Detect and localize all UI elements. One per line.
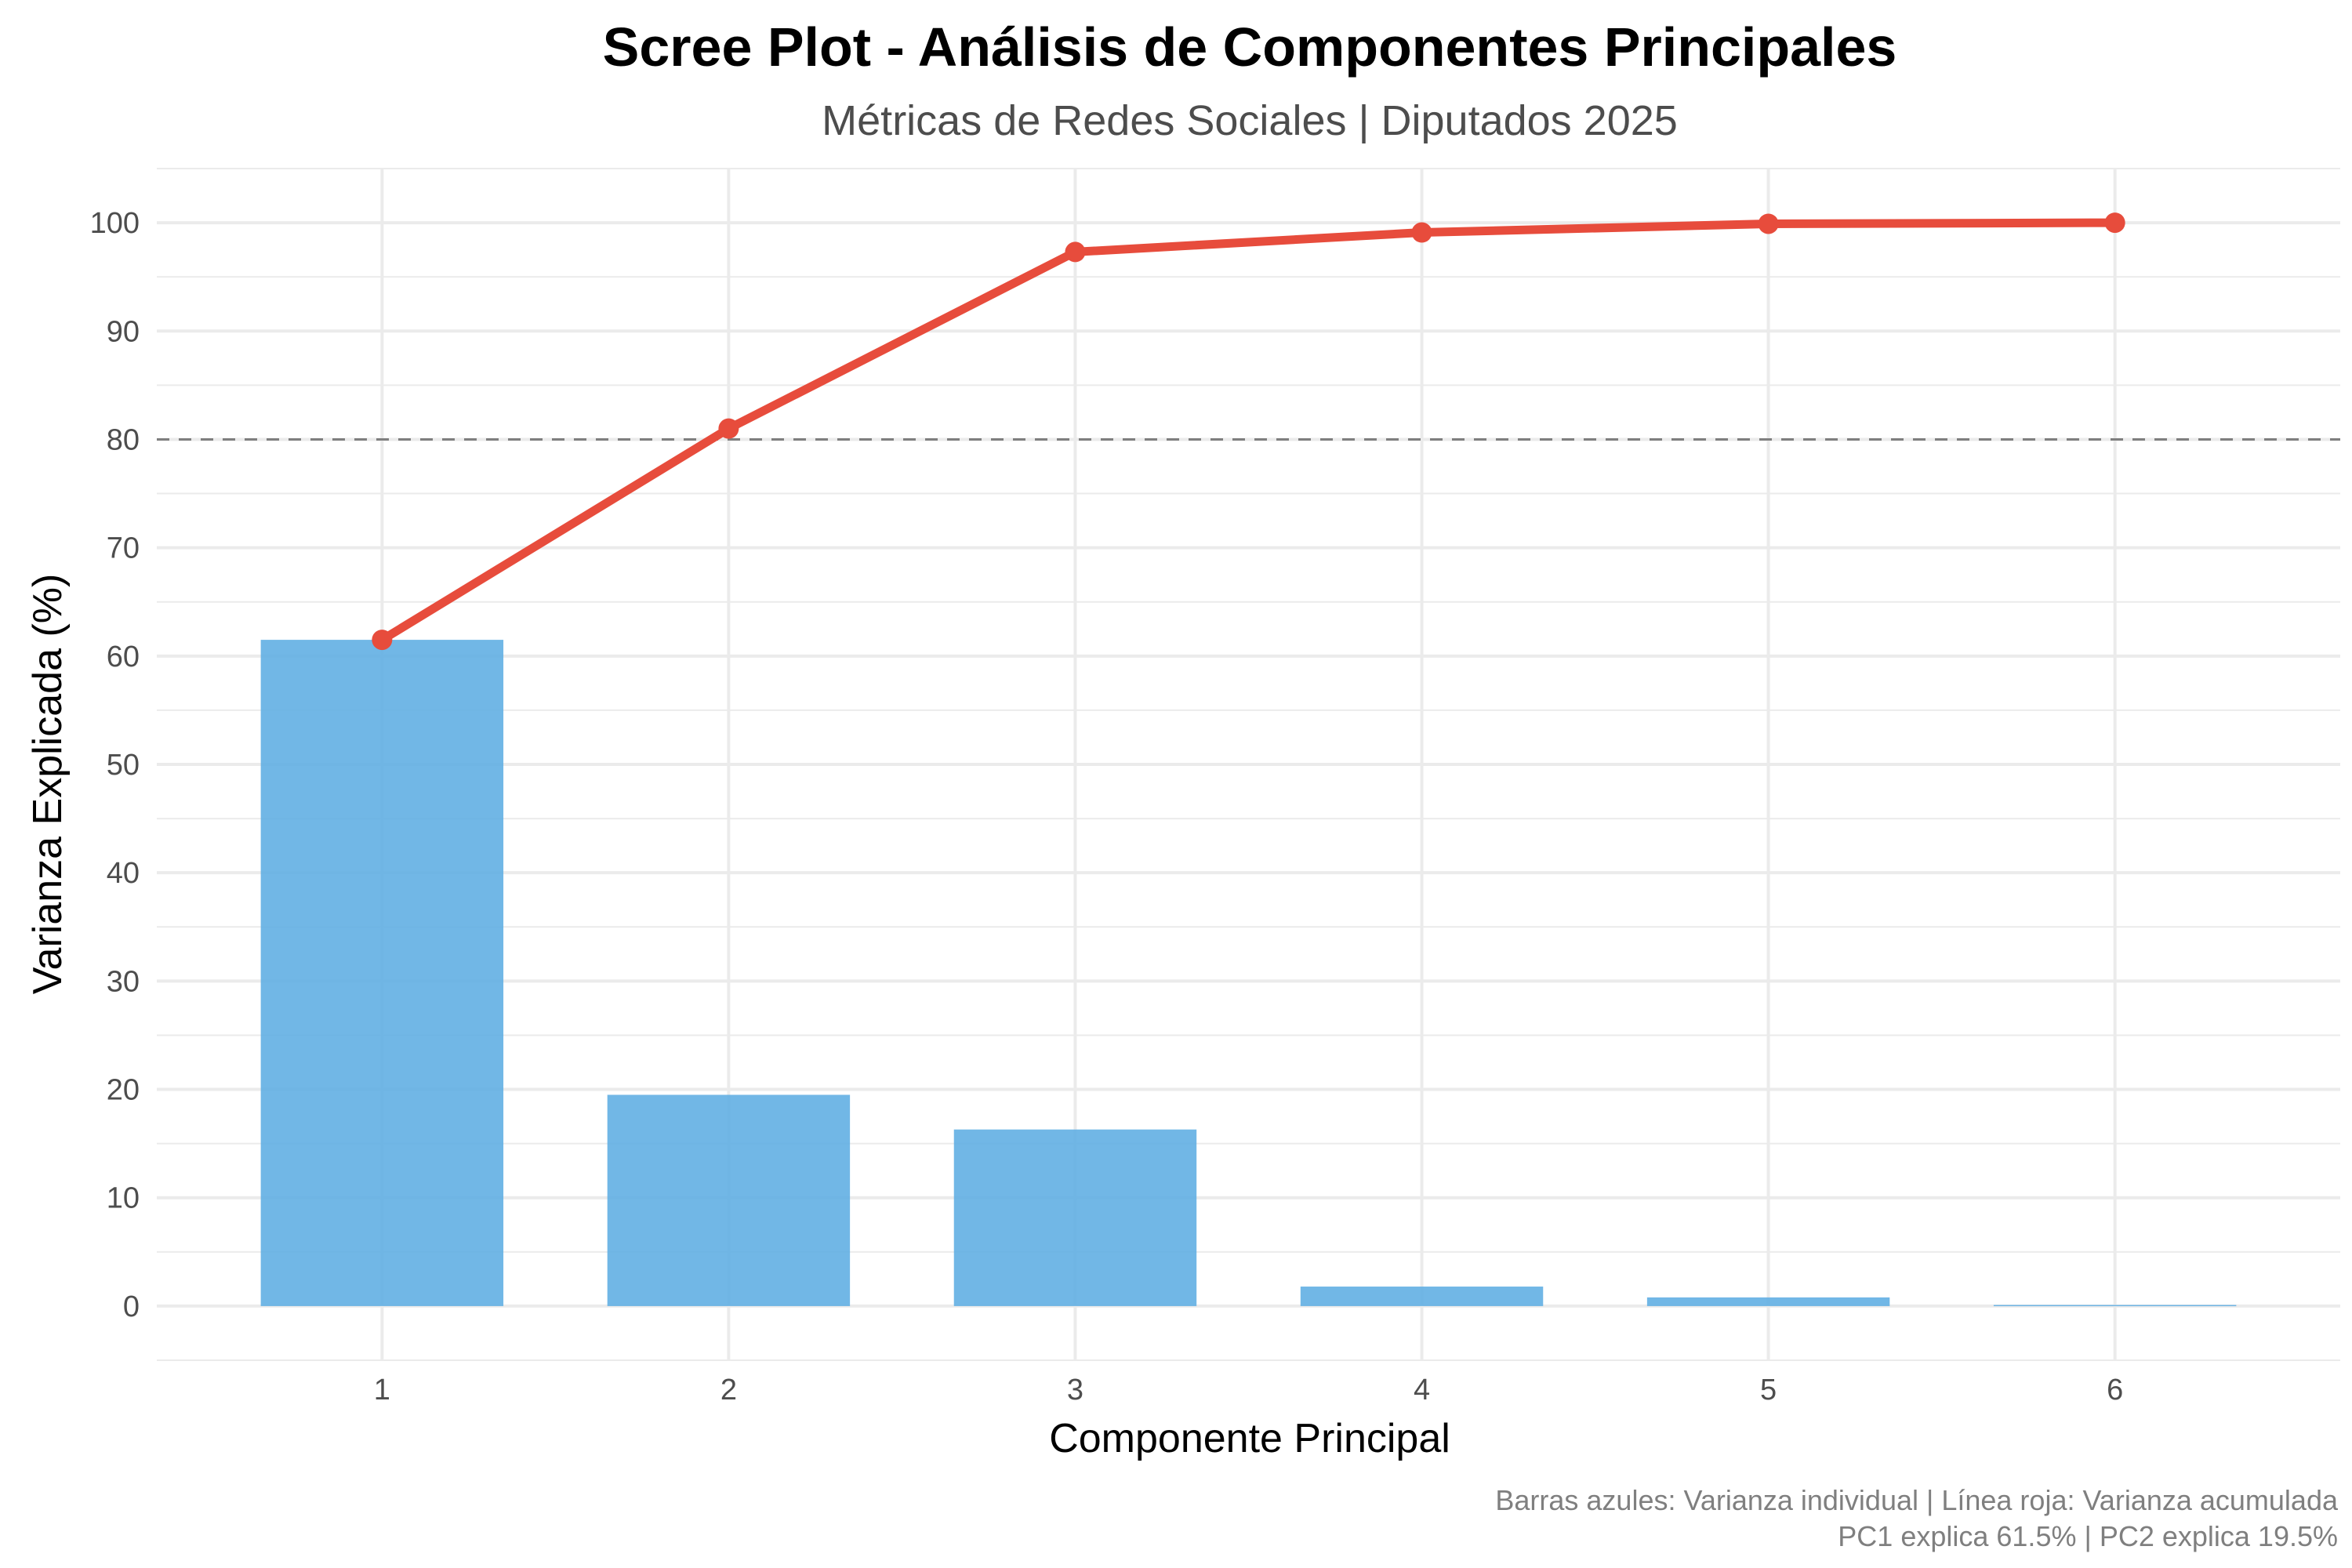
bar bbox=[1993, 1305, 2237, 1307]
y-tick-label: 0 bbox=[123, 1290, 140, 1323]
x-axis-ticks: 1 2 3 4 5 6 bbox=[374, 1374, 2123, 1406]
bar bbox=[607, 1094, 851, 1306]
y-tick-label: 80 bbox=[107, 423, 140, 456]
x-tick-label: 6 bbox=[2107, 1374, 2123, 1406]
bars bbox=[260, 640, 2237, 1307]
bar bbox=[260, 640, 504, 1306]
y-tick-label: 70 bbox=[107, 532, 140, 565]
cumulative-point bbox=[1411, 222, 1432, 243]
cumulative-point bbox=[1065, 241, 1086, 263]
caption-line-1: Barras azules: Varianza individual | Lín… bbox=[1495, 1484, 2339, 1516]
x-tick-label: 5 bbox=[1760, 1374, 1777, 1406]
cumulative-point bbox=[372, 630, 393, 651]
chart-title: Scree Plot - Análisis de Componentes Pri… bbox=[603, 16, 1897, 78]
cumulative-point bbox=[2104, 212, 2125, 234]
x-tick-label: 3 bbox=[1067, 1374, 1083, 1406]
caption-line-2: PC1 explica 61.5% | PC2 explica 19.5% bbox=[1838, 1520, 2338, 1552]
y-tick-label: 40 bbox=[107, 857, 140, 890]
y-tick-label: 50 bbox=[107, 749, 140, 782]
bar bbox=[1646, 1297, 1890, 1306]
cumulative-point bbox=[718, 418, 739, 439]
y-tick-label: 60 bbox=[107, 641, 140, 673]
cumulative-line-path bbox=[377, 218, 2120, 644]
chart-subtitle: Métricas de Redes Sociales | Diputados 2… bbox=[822, 97, 1678, 144]
x-tick-label: 4 bbox=[1414, 1374, 1430, 1406]
x-axis-title: Componente Principal bbox=[1049, 1416, 1450, 1461]
bar bbox=[1300, 1287, 1544, 1306]
cumulative-point bbox=[1758, 213, 1779, 234]
bar bbox=[953, 1129, 1197, 1306]
x-tick-label: 2 bbox=[720, 1374, 737, 1406]
y-tick-label: 10 bbox=[107, 1182, 140, 1215]
y-tick-label: 90 bbox=[107, 315, 140, 348]
x-tick-label: 1 bbox=[374, 1374, 390, 1406]
cumulative-line bbox=[372, 212, 2125, 651]
y-axis-ticks: 0 10 20 30 40 50 60 70 80 90 100 bbox=[90, 207, 140, 1323]
y-tick-label: 100 bbox=[90, 207, 140, 240]
y-tick-label: 30 bbox=[107, 965, 140, 998]
y-tick-label: 20 bbox=[107, 1074, 140, 1107]
grid bbox=[157, 168, 2340, 1361]
y-axis-title: Varianza Explicada (%) bbox=[25, 574, 71, 995]
